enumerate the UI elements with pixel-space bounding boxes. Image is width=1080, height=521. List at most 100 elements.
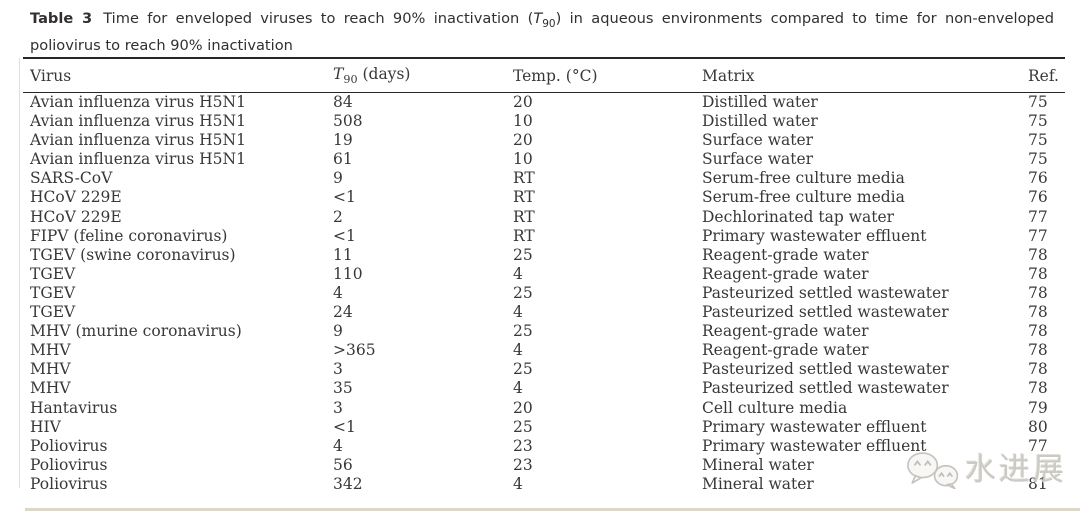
cell-temp: 25 (513, 360, 533, 379)
cell-temp: 20 (513, 398, 533, 417)
col-header-ref: Ref. (1028, 58, 1065, 93)
cell-temp: 25 (513, 417, 533, 436)
cell-temp: 4 (513, 379, 523, 398)
table-row: TGEV 110 4 Reagent-grade water 78 (23, 265, 1065, 284)
cell-t90: 84 (333, 93, 353, 111)
cell-ref: 75 (1028, 150, 1048, 169)
table-row: HCoV 229E <1 RT Serum-free culture media… (23, 188, 1065, 207)
watermark-text: 水进展 (965, 452, 1067, 488)
cell-ref: 78 (1028, 303, 1048, 322)
cell-virus: MHV (murine coronavirus) (30, 322, 242, 341)
col-header-t90: T90 (days) (333, 58, 513, 93)
cell-ref: 79 (1028, 398, 1048, 417)
cell-matrix: Distilled water (702, 93, 818, 111)
cell-virus: Hantavirus (30, 398, 118, 417)
cell-matrix: Serum-free culture media (702, 169, 905, 188)
cell-matrix: Serum-free culture media (702, 188, 905, 207)
cell-matrix: Primary wastewater effluent (702, 417, 927, 436)
col-header-virus: Virus (23, 58, 333, 93)
inactivation-times-table: Virus T90 (days) Temp. (°C) Matrix Ref. … (23, 57, 1065, 494)
cell-matrix: Pasteurized settled wastewater (702, 379, 949, 398)
cell-matrix: Mineral water (702, 474, 814, 493)
table-row: MHV 35 4 Pasteurized settled wastewater … (23, 379, 1065, 398)
cell-t90: 9 (333, 169, 343, 188)
cell-temp: 10 (513, 112, 533, 131)
cell-ref: 78 (1028, 341, 1048, 360)
cell-matrix: Reagent-grade water (702, 264, 869, 283)
table-row: Poliovirus 56 23 Mineral water (23, 456, 1065, 475)
t90-unit: (days) (357, 64, 411, 83)
cell-t90: 3 (333, 360, 343, 379)
header-row: Virus T90 (days) Temp. (°C) Matrix Ref. (23, 58, 1065, 93)
cell-ref: 77 (1028, 436, 1048, 455)
cell-ref: 78 (1028, 322, 1048, 341)
cell-t90: >365 (333, 341, 376, 360)
cell-matrix: Surface water (702, 131, 814, 150)
cell-virus: Poliovirus (30, 455, 108, 474)
cell-virus: MHV (30, 379, 71, 398)
cell-matrix: Reagent-grade water (702, 322, 869, 341)
cell-virus: Avian influenza virus H5N1 (30, 131, 246, 150)
wechat-chat-bubbles-icon (907, 452, 959, 489)
col-header-matrix: Matrix (702, 58, 1028, 93)
cell-virus: SARS-CoV (30, 169, 113, 188)
cell-t90: 3 (333, 398, 343, 417)
cell-temp: 20 (513, 93, 533, 111)
cell-temp: 10 (513, 150, 533, 169)
table-row: MHV (murine coronavirus) 9 25 Reagent-gr… (23, 322, 1065, 341)
cell-virus: TGEV (30, 264, 76, 283)
cell-t90: 110 (333, 264, 363, 283)
cell-ref: 77 (1028, 207, 1048, 226)
cell-ref: 75 (1028, 112, 1048, 131)
cell-ref: 76 (1028, 188, 1048, 207)
cell-virus: TGEV (30, 283, 76, 302)
cell-virus: HIV (30, 417, 61, 436)
cell-ref: 78 (1028, 360, 1048, 379)
table-row: TGEV (swine coronavirus) 11 25 Reagent-g… (23, 246, 1065, 265)
cell-temp: 25 (513, 322, 533, 341)
cell-t90: 19 (333, 131, 353, 150)
table-row: Avian influenza virus H5N1 508 10 Distil… (23, 112, 1065, 131)
t90-symbol: T (333, 64, 344, 83)
cell-temp: 23 (513, 455, 533, 474)
cell-virus: HCoV 229E (30, 207, 122, 226)
table-row: HCoV 229E 2 RT Dechlorinated tap water 7… (23, 208, 1065, 227)
cell-ref: 78 (1028, 245, 1048, 264)
cell-matrix: Pasteurized settled wastewater (702, 283, 949, 302)
table-row: Avian influenza virus H5N1 84 20 Distill… (23, 93, 1065, 113)
cell-matrix: Reagent-grade water (702, 341, 869, 360)
table-caption-number: Table 3 (30, 10, 93, 27)
cell-t90: 56 (333, 455, 353, 474)
cell-ref: 78 (1028, 264, 1048, 283)
cell-t90: <1 (333, 226, 356, 245)
cell-temp: 25 (513, 283, 533, 302)
cell-ref: 77 (1028, 226, 1048, 245)
table-caption-text-2: ) in aqueous environments compared to ti… (30, 10, 1054, 54)
cell-matrix: Reagent-grade water (702, 245, 869, 264)
cell-virus: MHV (30, 360, 71, 379)
cell-temp: RT (513, 207, 535, 226)
cell-temp: 20 (513, 131, 533, 150)
cell-virus: Poliovirus (30, 474, 108, 493)
cell-virus: Avian influenza virus H5N1 (30, 150, 246, 169)
t90-symbol: T (533, 10, 543, 27)
cell-ref: 75 (1028, 131, 1048, 150)
cell-t90: 35 (333, 379, 353, 398)
bottom-divider (25, 508, 1080, 511)
cell-virus: Avian influenza virus H5N1 (30, 93, 246, 111)
cell-temp: RT (513, 226, 535, 245)
cell-t90: 11 (333, 245, 353, 264)
col-header-temp: Temp. (°C) (513, 58, 702, 93)
cell-virus: Avian influenza virus H5N1 (30, 112, 246, 131)
table-row: FIPV (feline coronavirus) <1 RT Primary … (23, 227, 1065, 246)
cell-matrix: Surface water (702, 150, 814, 169)
table-row: TGEV 24 4 Pasteurized settled wastewater… (23, 303, 1065, 322)
cell-t90: 342 (333, 474, 363, 493)
cell-temp: 4 (513, 474, 523, 493)
t90-subscript: 90 (343, 73, 358, 87)
cell-t90: 4 (333, 283, 343, 302)
cell-matrix: Pasteurized settled wastewater (702, 303, 949, 322)
cell-t90: <1 (333, 417, 356, 436)
cell-t90: <1 (333, 188, 356, 207)
